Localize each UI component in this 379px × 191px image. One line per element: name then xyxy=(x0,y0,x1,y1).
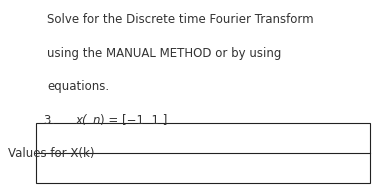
Text: Values for X(k): Values for X(k) xyxy=(8,147,94,160)
Text: Solve for the Discrete time Fourier Transform: Solve for the Discrete time Fourier Tran… xyxy=(47,13,314,26)
Text: 3.: 3. xyxy=(44,114,62,127)
Text: equations.: equations. xyxy=(47,80,110,93)
Text: x(: x( xyxy=(76,114,88,127)
Text: using the MANUAL METHOD or by using: using the MANUAL METHOD or by using xyxy=(47,47,282,60)
Text: n: n xyxy=(93,114,100,127)
Text: ) = [−1  1 ]: ) = [−1 1 ] xyxy=(100,114,168,127)
Bar xyxy=(36,123,370,183)
